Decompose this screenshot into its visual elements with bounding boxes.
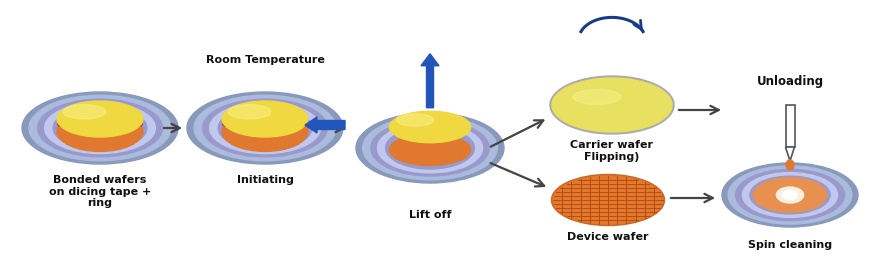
- Ellipse shape: [371, 120, 489, 176]
- Text: Device wafer: Device wafer: [567, 232, 649, 242]
- Ellipse shape: [38, 99, 162, 157]
- Ellipse shape: [194, 95, 336, 161]
- Ellipse shape: [363, 116, 497, 180]
- Ellipse shape: [722, 163, 858, 227]
- Ellipse shape: [753, 178, 827, 212]
- Ellipse shape: [776, 187, 803, 203]
- Ellipse shape: [396, 114, 434, 126]
- Ellipse shape: [57, 112, 143, 151]
- Ellipse shape: [45, 102, 155, 154]
- Ellipse shape: [210, 102, 320, 154]
- Ellipse shape: [728, 166, 852, 224]
- Ellipse shape: [228, 105, 271, 119]
- FancyArrow shape: [305, 117, 345, 133]
- Text: Initiating: Initiating: [237, 175, 294, 185]
- Ellipse shape: [53, 106, 146, 150]
- Ellipse shape: [22, 92, 178, 164]
- Ellipse shape: [63, 105, 106, 119]
- Ellipse shape: [750, 176, 831, 214]
- Text: Lift off: Lift off: [409, 210, 452, 220]
- Ellipse shape: [553, 176, 663, 224]
- Polygon shape: [786, 147, 795, 161]
- Ellipse shape: [377, 123, 482, 173]
- Ellipse shape: [782, 191, 797, 199]
- Ellipse shape: [29, 95, 171, 161]
- Ellipse shape: [223, 119, 307, 130]
- Ellipse shape: [57, 101, 143, 137]
- Text: Room Temperature: Room Temperature: [205, 55, 324, 65]
- Ellipse shape: [552, 174, 665, 225]
- Ellipse shape: [356, 113, 504, 183]
- Text: Carrier wafer
Flipping): Carrier wafer Flipping): [571, 140, 653, 162]
- Ellipse shape: [203, 99, 327, 157]
- Ellipse shape: [222, 101, 308, 137]
- Ellipse shape: [389, 111, 471, 143]
- Text: Bonded wafers
on dicing tape +
ring: Bonded wafers on dicing tape + ring: [49, 175, 151, 208]
- Ellipse shape: [222, 112, 308, 151]
- Ellipse shape: [786, 160, 794, 170]
- Ellipse shape: [552, 78, 672, 132]
- Ellipse shape: [58, 119, 142, 130]
- Ellipse shape: [550, 76, 674, 134]
- Ellipse shape: [736, 170, 845, 220]
- Ellipse shape: [386, 127, 474, 169]
- Ellipse shape: [218, 106, 312, 150]
- FancyArrow shape: [421, 54, 439, 108]
- Text: Spin cleaning: Spin cleaning: [748, 240, 832, 250]
- Bar: [786, 105, 795, 147]
- Ellipse shape: [187, 92, 343, 164]
- Text: Unloading: Unloading: [757, 75, 824, 88]
- Ellipse shape: [743, 173, 838, 217]
- Ellipse shape: [389, 134, 471, 166]
- Ellipse shape: [573, 89, 621, 104]
